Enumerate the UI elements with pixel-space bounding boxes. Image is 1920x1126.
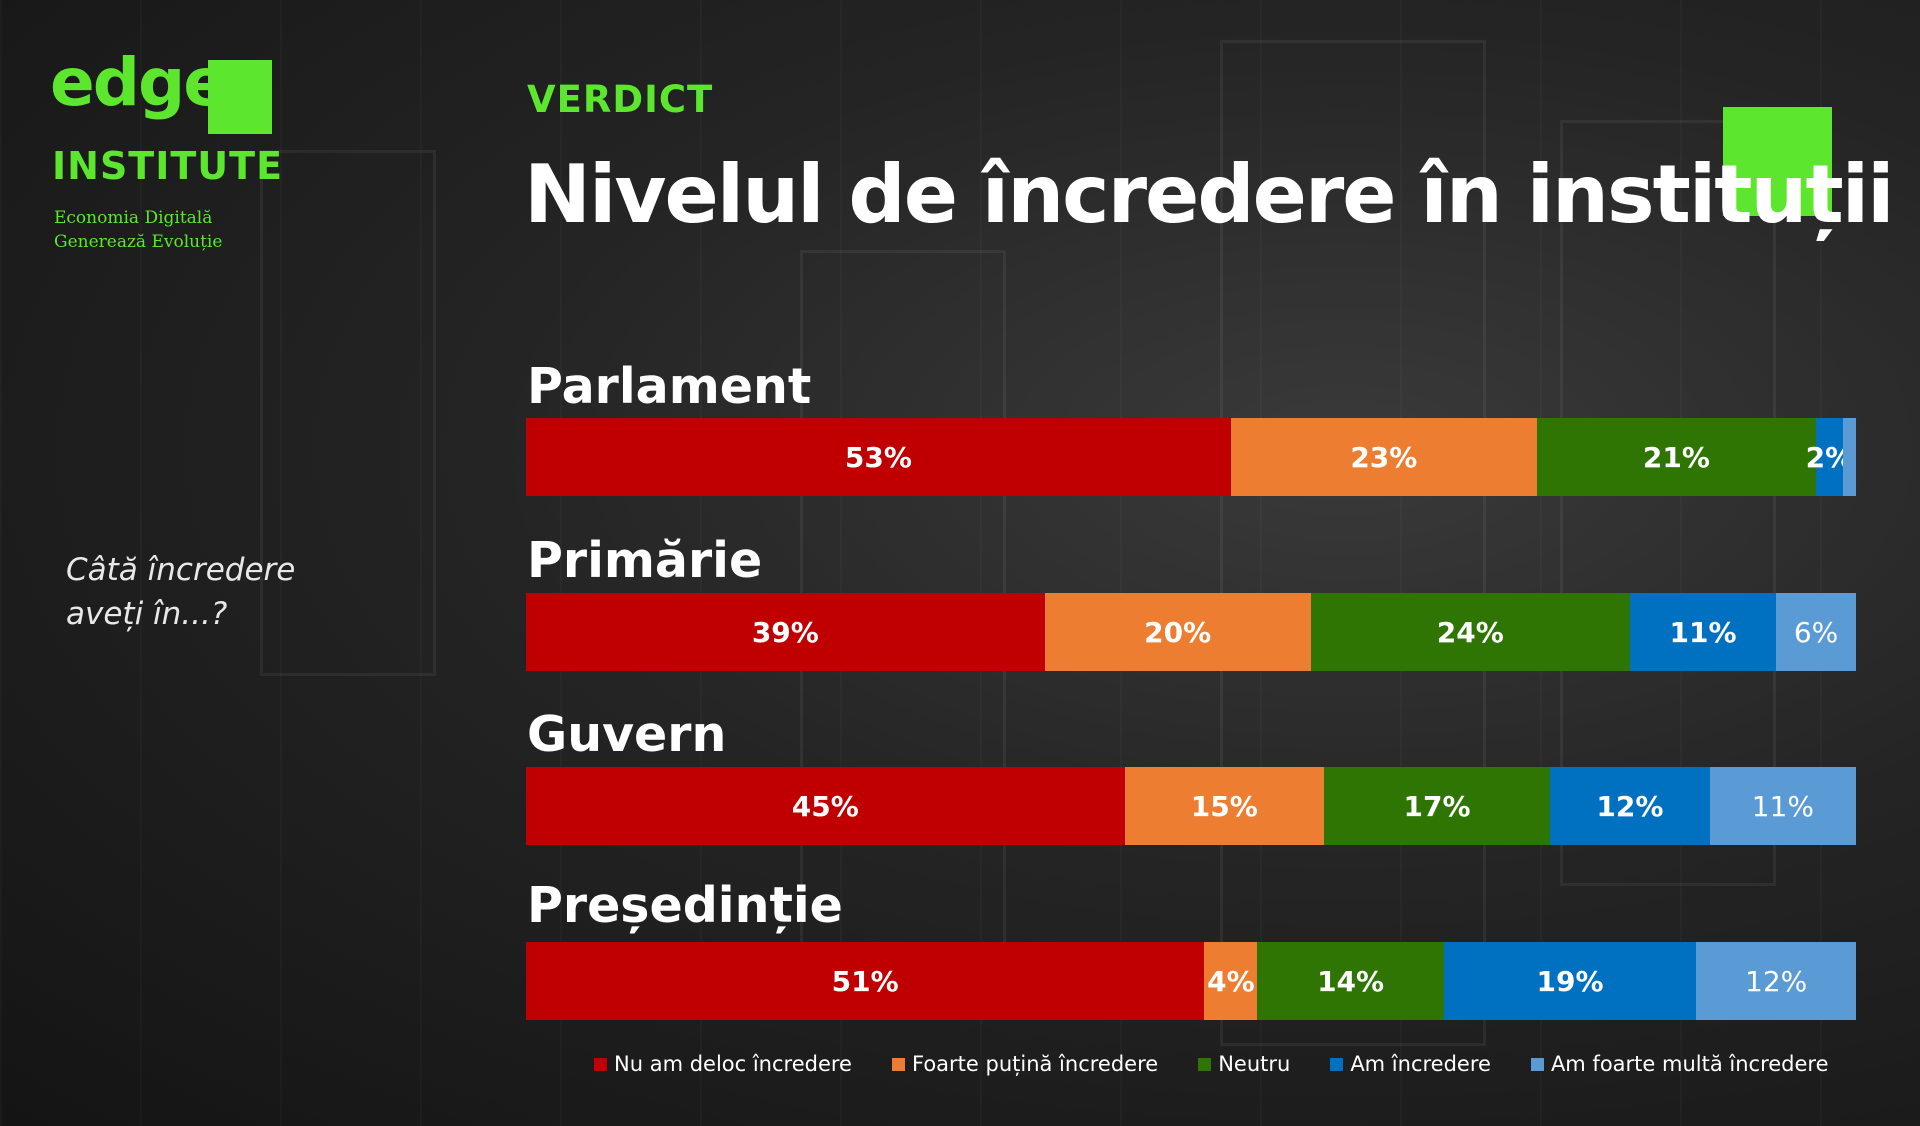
legend-label: Neutru: [1218, 1052, 1291, 1076]
bar-segment-parlament-am-incredere: 2%: [1806, 418, 1853, 496]
edge-institute-logo: edge INSTITUTE Economia Digitală Generea…: [50, 44, 290, 258]
legend-item-am-foarte-multa-incredere: Am foarte multă încredere: [1530, 1052, 1829, 1076]
background-panel: [1220, 40, 1486, 1046]
bar-segment-primarie-nu-am-deloc-incredere: 39%: [526, 593, 1045, 671]
bar-segment-primarie-foarte-putina-incredere: 20%: [1044, 593, 1311, 671]
bar-segment-presedintie-nu-am-deloc-incredere: 51%: [526, 942, 1205, 1020]
bar-segment-presedintie-neutru: 14%: [1257, 942, 1444, 1020]
category-label-parlament: Parlament: [527, 358, 812, 415]
legend-item-foarte-putina-incredere: Foarte puțină încredere: [891, 1052, 1159, 1076]
bar-segment-presedintie-am-foarte-multa-incredere: 12%: [1696, 942, 1856, 1020]
category-label-guvern: Guvern: [527, 706, 727, 763]
legend-swatch: [891, 1057, 905, 1071]
legend-label: Nu am deloc încredere: [614, 1052, 852, 1076]
bar-segment-parlament-neutru: 21%: [1536, 418, 1817, 496]
bar-guvern: 45% 15% 17% 12% 11%: [526, 767, 1856, 845]
bar-segment-presedintie-am-incredere: 19%: [1443, 942, 1697, 1020]
bar-segment-parlament-foarte-putina-incredere: 23%: [1230, 418, 1537, 496]
bar-primarie: 39% 20% 24% 11% 6%: [526, 593, 1856, 671]
legend-label: Am încredere: [1350, 1052, 1491, 1076]
logo-brand: edge: [50, 44, 228, 121]
title-accent-square: [1723, 107, 1832, 216]
bar-segment-guvern-neutru: 17%: [1324, 767, 1551, 845]
bar-segment-presedintie-foarte-putina-incredere: 4%: [1204, 942, 1258, 1020]
chart-legend: Nu am deloc încredere Foarte puțină încre…: [594, 1052, 1829, 1076]
bar-segment-guvern-foarte-putina-incredere: 15%: [1124, 767, 1324, 845]
bar-segment-primarie-neutru: 24%: [1310, 593, 1630, 671]
chart-title: Nivelul de încredere în instituții: [524, 148, 1895, 241]
category-label-presedintie: Președinție: [527, 877, 843, 934]
bar-segment-guvern-am-incredere: 12%: [1550, 767, 1710, 845]
bar-segment-primarie-am-foarte-multa-incredere: 6%: [1776, 593, 1856, 671]
chart-kicker: VERDICT: [527, 78, 714, 121]
legend-item-am-incredere: Am încredere: [1330, 1052, 1491, 1076]
question-line-2: aveți în...?: [66, 596, 228, 632]
background-panel: [260, 150, 436, 676]
logo-institute: INSTITUTE: [52, 144, 284, 188]
bar-parlament: 53% 23% 21% 2%: [526, 418, 1856, 496]
legend-item-neutru: Neutru: [1198, 1052, 1290, 1076]
logo-square: [208, 60, 272, 134]
legend-label: Foarte puțină încredere: [911, 1052, 1159, 1076]
bar-segment-primarie-am-incredere: 11%: [1629, 593, 1777, 671]
legend-swatch: [1330, 1057, 1344, 1071]
bar-segment-guvern-am-foarte-multa-incredere: 11%: [1709, 767, 1856, 845]
bar-segment-parlament-nu-am-deloc-incredere: 53%: [526, 418, 1231, 496]
logo-tagline-2: Generează Evoluție: [54, 232, 223, 252]
logo-tagline-1: Economia Digitală: [54, 208, 213, 228]
bar-segment-guvern-nu-am-deloc-incredere: 45%: [526, 767, 1125, 845]
question-line-1: Câtă încredere: [66, 552, 296, 588]
legend-label: Am foarte multă încredere: [1550, 1052, 1829, 1076]
legend-swatch: [1530, 1057, 1544, 1071]
legend-item-nu-am-deloc-incredere: Nu am deloc încredere: [594, 1052, 852, 1076]
background-panel: [1560, 120, 1776, 886]
survey-question: Câtă încredere aveți în...?: [66, 548, 295, 636]
legend-swatch: [1198, 1057, 1212, 1071]
bar-segment-parlament-am-foarte-multa-incredere: [1842, 418, 1856, 496]
category-label-primarie: Primărie: [527, 532, 763, 589]
bar-presedintie: 51% 4% 14% 19% 12%: [526, 942, 1856, 1020]
legend-swatch: [594, 1057, 607, 1071]
